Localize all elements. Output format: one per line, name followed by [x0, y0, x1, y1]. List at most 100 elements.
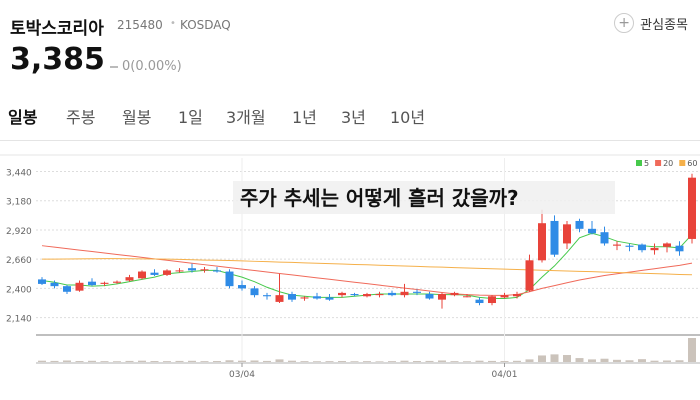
candle	[38, 277, 46, 286]
annotation-background	[233, 181, 615, 214]
volume-bar	[388, 361, 396, 362]
legend-label: 20	[663, 159, 673, 168]
volume-bar	[200, 361, 209, 362]
candle	[175, 268, 184, 273]
stock-name: 토박스코리아	[10, 19, 104, 39]
volume-bar	[600, 358, 609, 362]
candle	[138, 270, 146, 280]
candle	[425, 291, 434, 300]
volume-bar	[100, 361, 109, 362]
candle-body	[225, 271, 234, 287]
candle	[388, 290, 396, 297]
candle-body	[313, 296, 321, 299]
candle-body	[38, 279, 46, 284]
legend-swatch	[655, 160, 662, 166]
candle	[338, 291, 346, 298]
x-tick-label: 03/04	[229, 370, 255, 380]
candle	[475, 297, 484, 306]
y-tick-label: 2,140	[6, 315, 32, 325]
volume-bar	[688, 338, 696, 362]
annotation: 주가 추세는 어떻게 흘러 갔을까?	[240, 186, 519, 210]
candle	[400, 283, 409, 298]
y-tick-label: 2,660	[6, 256, 32, 266]
legend-swatch	[679, 160, 686, 166]
candle	[563, 220, 571, 250]
volume-bar	[663, 360, 671, 362]
volume-bar	[613, 359, 621, 362]
candle-body	[650, 247, 659, 251]
candle-body	[213, 270, 221, 272]
plus-icon: +	[614, 13, 635, 33]
volume-bar	[525, 359, 534, 362]
volume-bar	[588, 359, 596, 362]
candle-body	[350, 294, 359, 296]
candle	[88, 278, 96, 287]
candle	[600, 226, 609, 246]
candle	[225, 269, 234, 289]
market: KOSDAQ	[180, 18, 231, 32]
watch-button[interactable]: + 관심종목	[614, 13, 688, 33]
volume-bar	[500, 361, 509, 362]
volume-bar	[513, 360, 521, 362]
period-tab[interactable]: 3년	[341, 108, 366, 127]
candle	[638, 243, 646, 253]
volume-bar	[675, 360, 684, 362]
volume-bar	[213, 361, 221, 362]
candle-body	[288, 294, 296, 300]
candle	[513, 291, 521, 299]
volume-bar	[288, 360, 296, 362]
candle	[663, 242, 671, 253]
period-tab[interactable]: 일봉	[8, 108, 38, 127]
candle-body	[563, 224, 571, 244]
candle	[450, 291, 459, 297]
volume-bar	[350, 361, 359, 362]
candle	[500, 292, 509, 299]
volume-bar	[150, 361, 159, 362]
volume-bar	[250, 360, 259, 362]
volume-bar	[550, 354, 559, 362]
period-tab[interactable]: 월봉	[122, 108, 152, 127]
volume-bar	[325, 361, 334, 362]
period-tab[interactable]: 1년	[292, 108, 317, 127]
candle	[675, 241, 684, 256]
candle	[113, 280, 121, 284]
y-tick-label: 3,440	[6, 168, 32, 178]
period-tab[interactable]: 10년	[390, 108, 426, 127]
candle	[75, 280, 84, 292]
candle-body	[363, 294, 371, 297]
candle-body	[325, 297, 334, 300]
candle-body	[588, 228, 596, 234]
candle-body	[638, 244, 646, 251]
volume-bar	[475, 360, 484, 362]
volume-bar	[300, 361, 309, 362]
candle	[438, 292, 446, 309]
volume-bar	[450, 361, 459, 362]
period-tab[interactable]: 3개월	[226, 108, 266, 127]
legend: 5 20 60	[636, 159, 697, 168]
moving-average-line	[41, 232, 693, 300]
candle-body	[413, 291, 421, 293]
candle-body	[375, 294, 384, 296]
volume-bar	[125, 360, 134, 362]
legend-label: 60	[687, 159, 697, 168]
candle	[363, 292, 371, 298]
candle-body	[538, 223, 546, 261]
candle-body	[575, 220, 584, 229]
legend-label: 5	[644, 159, 649, 168]
volume-bar	[563, 355, 571, 362]
volume-bar	[438, 360, 446, 362]
candle-body	[50, 282, 59, 287]
volume-bar	[313, 361, 321, 362]
candle	[263, 292, 271, 300]
candle-body	[625, 245, 634, 247]
period-tab[interactable]: 1일	[178, 108, 203, 127]
period-tab[interactable]: 주봉	[66, 108, 96, 127]
candle	[550, 215, 559, 257]
candle-body	[75, 282, 84, 291]
candle-body	[613, 244, 621, 246]
volume-bar	[275, 359, 284, 362]
candle	[125, 274, 134, 282]
candle	[375, 291, 384, 298]
legend-swatch	[636, 160, 642, 166]
volume-bar	[338, 361, 346, 362]
